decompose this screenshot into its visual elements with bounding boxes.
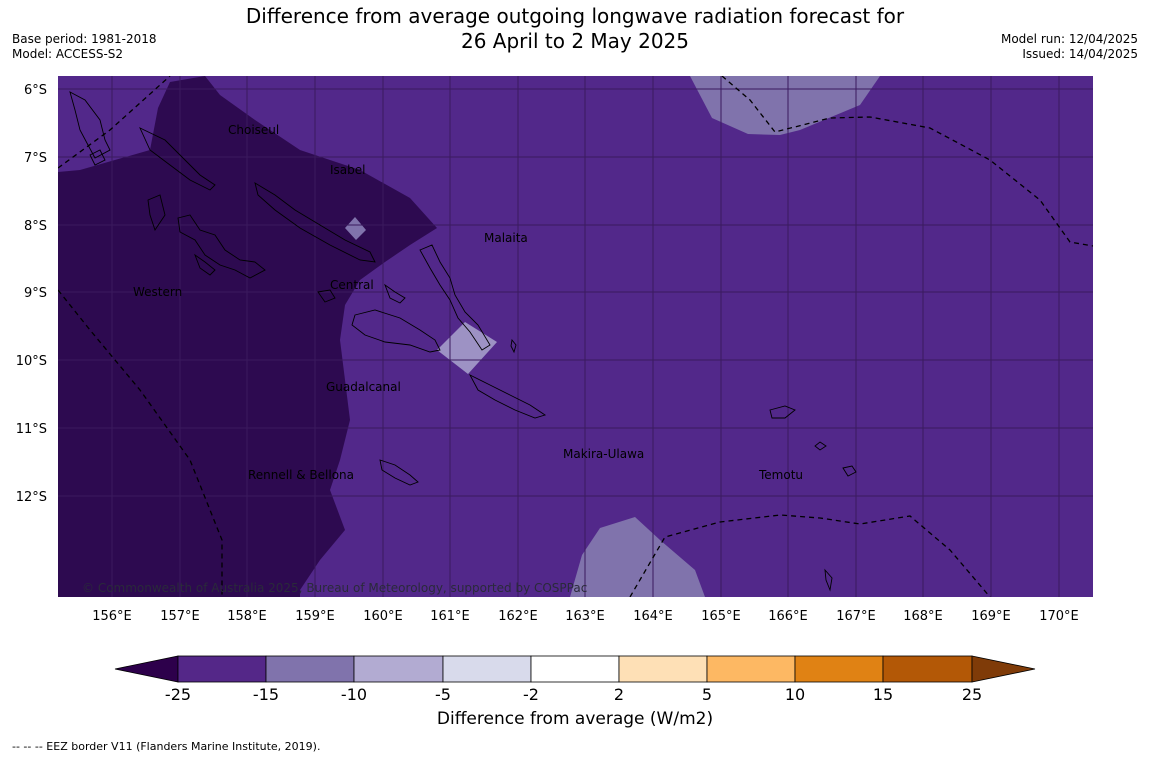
colorbar — [114, 655, 1036, 683]
lat-label-9s: 9°S — [24, 286, 47, 301]
lon-label-163e: 163°E — [565, 609, 605, 624]
lon-label-165e: 165°E — [701, 609, 741, 624]
colorbar-ticks: -25 -15 -10 -5 -2 2 5 10 15 25 — [165, 685, 982, 704]
lon-label-166e: 166°E — [768, 609, 808, 624]
cbar-tick-15: 15 — [873, 685, 893, 704]
lat-label-11s: 11°S — [16, 422, 47, 437]
colorbar-extend-high — [971, 655, 1036, 683]
region-label-isabel: Isabel — [330, 163, 365, 177]
colorbar-bin-4 — [442, 655, 532, 683]
weak-negative-patch-north — [690, 76, 880, 135]
eez-borders — [58, 76, 1093, 597]
cbar-tick--5: -5 — [435, 685, 451, 704]
lat-label-6s: 6°S — [24, 83, 47, 98]
region-label-choiseul: Choiseul — [228, 123, 279, 137]
lon-label-167e: 167°E — [836, 609, 876, 624]
lat-label-10s: 10°S — [16, 354, 47, 369]
colorbar-label: Difference from average (W/m2) — [436, 709, 714, 729]
latitude-labels: 6°S 7°S 8°S 9°S 10°S 11°S 12°S — [16, 83, 47, 505]
lon-label-161e: 161°E — [430, 609, 470, 624]
region-label-guadalcanal: Guadalcanal — [326, 380, 401, 394]
chart-title: Difference from average outgoing longwav… — [0, 4, 1150, 54]
map-copyright: © Commonwealth of Australia 2025, Bureau… — [82, 581, 587, 595]
region-label-central: Central — [330, 278, 374, 292]
weak-negative-patch-small — [437, 322, 497, 374]
lon-label-162e: 162°E — [498, 609, 538, 624]
colorbar-extend-low — [114, 655, 179, 683]
region-labels: Choiseul Isabel Malaita Western Central … — [133, 123, 803, 482]
cbar-tick-2: 2 — [614, 685, 624, 704]
issued-date: Issued: 14/04/2025 — [1022, 47, 1138, 61]
lon-label-168e: 168°E — [903, 609, 943, 624]
lon-label-160e: 160°E — [363, 609, 403, 624]
meta-left: Base period: 1981-2018 Model: ACCESS-S2 — [12, 32, 157, 62]
cbar-tick--10: -10 — [341, 685, 367, 704]
lat-label-8s: 8°S — [24, 219, 47, 234]
meta-right: Model run: 12/04/2025 Issued: 14/04/2025 — [1001, 32, 1138, 62]
weak-negative-patch-south — [570, 517, 705, 597]
cbar-tick--15: -15 — [253, 685, 279, 704]
title-line-2: 26 April to 2 May 2025 — [461, 29, 689, 53]
region-label-rennell-bellona: Rennell & Bellona — [248, 468, 354, 482]
weak-negative-patch-tiny — [345, 217, 366, 240]
colorbar-bin-9 — [882, 655, 973, 683]
cbar-tick--2: -2 — [523, 685, 539, 704]
lat-label-7s: 7°S — [24, 151, 47, 166]
region-label-western: Western — [133, 285, 182, 299]
region-label-temotu: Temotu — [758, 468, 803, 482]
colorbar-bin-1 — [177, 655, 267, 683]
model-run: Model run: 12/04/2025 — [1000, 32, 1138, 46]
colorbar-bin-7 — [706, 655, 796, 683]
gridlines — [58, 76, 1093, 597]
eez-footnote: -- -- -- EEZ border V11 (Flanders Marine… — [12, 740, 321, 753]
region-label-malaita: Malaita — [484, 231, 528, 245]
lon-label-157e: 157°E — [160, 609, 200, 624]
lon-label-159e: 159°E — [295, 609, 335, 624]
cbar-tick-10: 10 — [785, 685, 805, 704]
colorbar-bin-6 — [618, 655, 708, 683]
colorbar-bin-5 — [530, 655, 620, 683]
lon-label-170e: 170°E — [1039, 609, 1079, 624]
cbar-tick-25: 25 — [962, 685, 982, 704]
colorbar-bin-8 — [794, 655, 884, 683]
lon-label-169e: 169°E — [971, 609, 1011, 624]
islands — [69, 91, 857, 592]
lon-label-158e: 158°E — [227, 609, 267, 624]
cbar-tick--25: -25 — [165, 685, 191, 704]
title-line-1: Difference from average outgoing longwav… — [245, 4, 905, 28]
model-name: Model: ACCESS-S2 — [12, 47, 124, 61]
longitude-labels: 156°E 157°E 158°E 159°E 160°E 161°E 162°… — [92, 609, 1079, 624]
lon-label-164e: 164°E — [633, 609, 673, 624]
cbar-tick-5: 5 — [702, 685, 712, 704]
lon-label-156e: 156°E — [92, 609, 132, 624]
region-label-makira-ulawa: Makira-Ulawa — [563, 447, 644, 461]
colorbar-bin-2 — [265, 655, 355, 683]
colorbar-bin-3 — [353, 655, 444, 683]
lat-label-12s: 12°S — [16, 490, 47, 505]
base-period: Base period: 1981-2018 — [12, 32, 157, 46]
map-area: Choiseul Isabel Malaita Western Central … — [58, 76, 1093, 597]
